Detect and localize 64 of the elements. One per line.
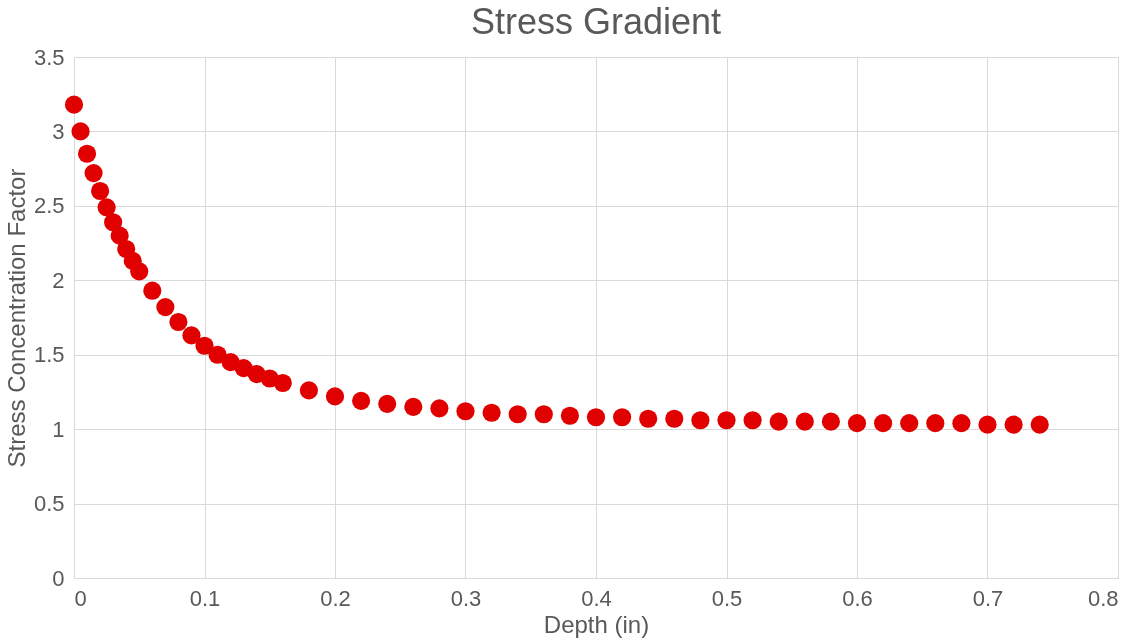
point: [273, 373, 292, 393]
point: [743, 411, 762, 430]
y-tick-label: 2.5: [33, 193, 65, 219]
point: [77, 144, 97, 163]
point: [847, 414, 867, 433]
x-tick-label: 0: [74, 585, 87, 611]
point: [208, 345, 227, 364]
point: [639, 409, 658, 428]
y-tick-label: 1.5: [33, 342, 65, 368]
x-tick-label: 0.2: [320, 585, 351, 611]
point: [430, 399, 449, 418]
point: [665, 409, 684, 428]
point: [130, 262, 149, 281]
y-tick-label: 1: [52, 416, 65, 442]
point: [195, 336, 214, 355]
point: [926, 414, 945, 433]
point: [325, 387, 345, 406]
y-tick-label: 3.5: [33, 44, 65, 70]
point: [717, 411, 736, 430]
point: [378, 394, 397, 413]
y-tick-label: 3: [52, 118, 65, 144]
x-tick-label: 0.7: [972, 585, 1004, 611]
point: [169, 312, 188, 332]
point: [1004, 415, 1023, 434]
point: [691, 411, 710, 430]
x-tick-label: 0.5: [711, 585, 743, 611]
point: [978, 415, 997, 434]
point: [613, 408, 632, 427]
point: [143, 281, 162, 300]
point: [482, 403, 501, 422]
x-tick-label: 0.3: [450, 585, 482, 611]
y-tick-label: 0: [52, 565, 65, 591]
x-tick-label: 0.8: [1087, 585, 1119, 611]
y-axis-title: Stress Concentration Factor: [2, 168, 30, 468]
chart-title: Stress Gradient: [470, 1, 722, 42]
point: [821, 412, 840, 431]
point: [91, 181, 110, 201]
point: [71, 122, 90, 141]
point: [874, 414, 893, 433]
point: [769, 412, 788, 431]
x-tick-label: 0.4: [581, 585, 612, 611]
x-tick-label: 0.6: [842, 585, 873, 611]
point: [156, 298, 175, 317]
point: [64, 95, 84, 114]
point: [84, 164, 103, 183]
x-axis-title: Depth (in): [543, 610, 650, 638]
point: [508, 405, 527, 424]
point: [182, 326, 201, 345]
point: [404, 397, 423, 416]
point: [104, 213, 123, 232]
point: [534, 405, 553, 424]
point: [952, 414, 971, 433]
y-tick-label: 2: [52, 267, 65, 293]
point: [560, 406, 579, 425]
point: [795, 412, 814, 431]
point: [299, 381, 318, 400]
point: [586, 408, 606, 427]
point: [352, 391, 371, 410]
point: [97, 198, 116, 217]
y-tick-label: 0.5: [33, 491, 65, 517]
x-tick-label: 0.1: [189, 585, 221, 611]
point: [456, 402, 475, 421]
point: [900, 414, 919, 433]
point: [1030, 415, 1049, 434]
